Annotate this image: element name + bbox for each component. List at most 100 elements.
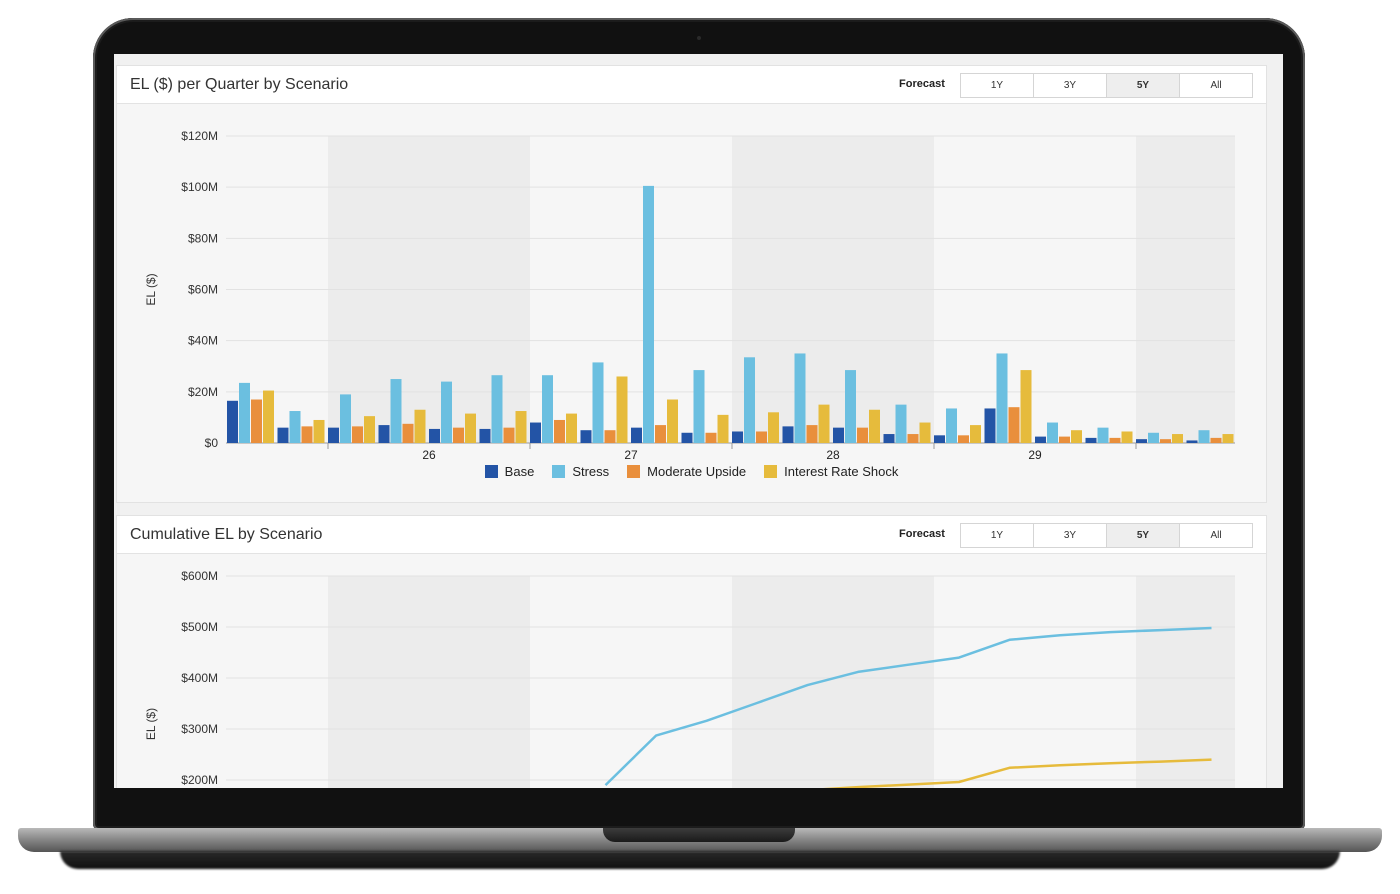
x-tick-label: 27 <box>624 448 638 462</box>
bar-base <box>732 431 743 443</box>
cumulative-el-panel: Cumulative EL by Scenario Forecast 1Y 3Y… <box>116 515 1267 788</box>
bar-moderate-upside <box>756 431 767 443</box>
bar-base <box>681 432 693 443</box>
x-tick-label: 28 <box>826 448 840 462</box>
bar-stress <box>441 381 452 443</box>
legend-swatch-moderate-upside <box>627 465 641 478</box>
period-band <box>732 576 934 788</box>
bar-base <box>479 428 491 443</box>
laptop-notch <box>603 828 795 842</box>
bar-moderate-upside <box>604 430 616 443</box>
range-5y-button[interactable]: 5Y <box>1107 524 1180 547</box>
y-tick-label: $120M <box>181 129 218 143</box>
bar-moderate-upside <box>1109 437 1121 443</box>
bar-interest-rate-shock <box>465 413 476 443</box>
bar-stress <box>744 357 755 443</box>
range-3y-button[interactable]: 3Y <box>1034 524 1107 547</box>
bar-moderate-upside <box>402 423 414 443</box>
x-tick-label: 26 <box>422 448 436 462</box>
legend-label: Moderate Upside <box>647 464 747 479</box>
period-band <box>1136 576 1235 788</box>
y-axis-title: EL ($) <box>144 708 158 740</box>
bar-base <box>1136 439 1147 443</box>
bar-base <box>833 427 844 443</box>
bar-base <box>378 425 390 443</box>
bar-moderate-upside <box>352 426 363 443</box>
bar-moderate-upside <box>857 427 868 443</box>
bar-stress <box>643 185 654 443</box>
bar-moderate-upside <box>1008 407 1020 443</box>
bar-interest-rate-shock <box>1020 370 1032 443</box>
y-tick-label: $0 <box>205 436 219 450</box>
bar-stress <box>592 362 604 443</box>
bar-interest-rate-shock <box>1172 434 1183 443</box>
chart-legend: Base Stress Moderate Upside Interest Rat… <box>117 464 1266 479</box>
bar-interest-rate-shock <box>919 422 931 443</box>
range-5y-button[interactable]: 5Y <box>1107 74 1180 97</box>
bar-interest-rate-shock <box>566 413 577 443</box>
bar-moderate-upside <box>1160 439 1171 443</box>
forecast-label: Forecast <box>899 78 945 90</box>
range-3y-button[interactable]: 3Y <box>1034 74 1107 97</box>
bar-base <box>580 430 592 443</box>
bar-base <box>429 428 440 443</box>
panel-header: Cumulative EL by Scenario Forecast 1Y 3Y… <box>117 516 1266 554</box>
line-chart: $600M $500M $400M $300M $200M EL ($) <box>144 569 1235 788</box>
legend-item-base[interactable]: Base <box>484 464 535 479</box>
bar-base <box>883 434 895 443</box>
y-tick-label: $40M <box>188 334 218 348</box>
forecast-range-selector: 1Y 3Y 5Y All <box>960 523 1253 548</box>
bar-interest-rate-shock <box>313 419 325 443</box>
bar-stress <box>845 370 856 443</box>
bar-stress <box>1047 422 1058 443</box>
panel-title: Cumulative EL by Scenario <box>130 526 323 543</box>
bar-stress <box>996 353 1008 443</box>
bar-base <box>631 427 642 443</box>
bar-interest-rate-shock <box>717 414 729 443</box>
range-all-button[interactable]: All <box>1210 80 1222 91</box>
period-band <box>328 576 530 788</box>
bar-base <box>782 426 794 443</box>
bar-interest-rate-shock <box>1121 431 1133 443</box>
panel-header: EL ($) per Quarter by Scenario Forecast … <box>117 66 1266 104</box>
bar-moderate-upside <box>958 435 969 443</box>
range-all-button[interactable]: All <box>1210 530 1222 541</box>
bar-base <box>1186 440 1198 443</box>
bar-moderate-upside <box>655 425 666 443</box>
bar-stress <box>1097 427 1109 443</box>
bar-moderate-upside <box>453 427 464 443</box>
bar-interest-rate-shock <box>616 376 628 443</box>
legend-label: Interest Rate Shock <box>784 464 899 479</box>
legend-swatch-stress <box>552 465 566 478</box>
bar-interest-rate-shock <box>818 404 830 443</box>
app-screen: EL ($) per Quarter by Scenario Forecast … <box>114 54 1283 788</box>
range-1y-button[interactable]: 1Y <box>961 524 1034 547</box>
y-tick-label: $80M <box>188 231 218 245</box>
legend-item-stress[interactable]: Stress <box>552 464 609 479</box>
range-1y-button[interactable]: 1Y <box>961 74 1034 97</box>
legend-item-interest-rate-shock[interactable]: Interest Rate Shock <box>764 464 898 479</box>
legend-swatch-base <box>484 465 498 478</box>
y-tick-label: $100M <box>181 180 218 194</box>
line-interest-rate-shock <box>822 758 1212 788</box>
bar-chart: $0 $20M $40M $60M $80M $100M $120M EL ($) 26 27 28… <box>144 129 1235 462</box>
bar-base <box>328 427 339 443</box>
bar-stress <box>390 379 402 443</box>
bar-moderate-upside <box>907 434 919 443</box>
legend-label: Base <box>504 464 535 479</box>
bar-stress <box>946 408 957 443</box>
bar-stress <box>239 382 250 443</box>
bar-base <box>227 400 238 443</box>
panel-title: EL ($) per Quarter by Scenario <box>130 76 349 93</box>
bar-moderate-upside <box>503 427 515 443</box>
bar-stress <box>340 394 351 443</box>
bar-interest-rate-shock <box>515 411 527 443</box>
legend-swatch-interest-rate-shock <box>764 465 778 478</box>
bar-stress <box>491 375 503 443</box>
bar-interest-rate-shock <box>869 409 880 443</box>
bar-interest-rate-shock <box>1222 434 1234 443</box>
legend-item-moderate-upside[interactable]: Moderate Upside <box>627 464 746 479</box>
camera-dot <box>697 36 701 40</box>
bar-moderate-upside <box>806 425 818 443</box>
bar-interest-rate-shock <box>1071 430 1082 443</box>
